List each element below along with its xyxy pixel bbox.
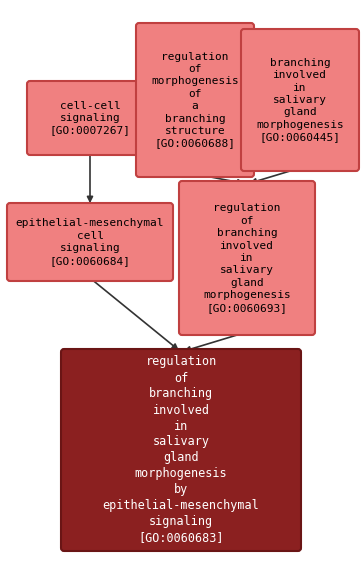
FancyBboxPatch shape <box>27 81 153 155</box>
Text: regulation
of
branching
involved
in
salivary
gland
morphogenesis
[GO:0060693]: regulation of branching involved in sali… <box>203 203 291 312</box>
Text: regulation
of
morphogenesis
of
a
branching
structure
[GO:0060688]: regulation of morphogenesis of a branchi… <box>151 52 239 149</box>
Text: branching
involved
in
salivary
gland
morphogenesis
[GO:0060445]: branching involved in salivary gland mor… <box>256 58 344 142</box>
FancyBboxPatch shape <box>241 29 359 171</box>
Text: cell-cell
signaling
[GO:0007267]: cell-cell signaling [GO:0007267] <box>50 101 130 135</box>
Text: epithelial-mesenchymal
cell
signaling
[GO:0060684]: epithelial-mesenchymal cell signaling [G… <box>16 218 164 266</box>
Text: regulation
of
branching
involved
in
salivary
gland
morphogenesis
by
epithelial-m: regulation of branching involved in sali… <box>102 355 260 544</box>
FancyBboxPatch shape <box>179 181 315 335</box>
FancyBboxPatch shape <box>7 203 173 281</box>
FancyBboxPatch shape <box>136 23 254 177</box>
FancyBboxPatch shape <box>61 349 301 551</box>
